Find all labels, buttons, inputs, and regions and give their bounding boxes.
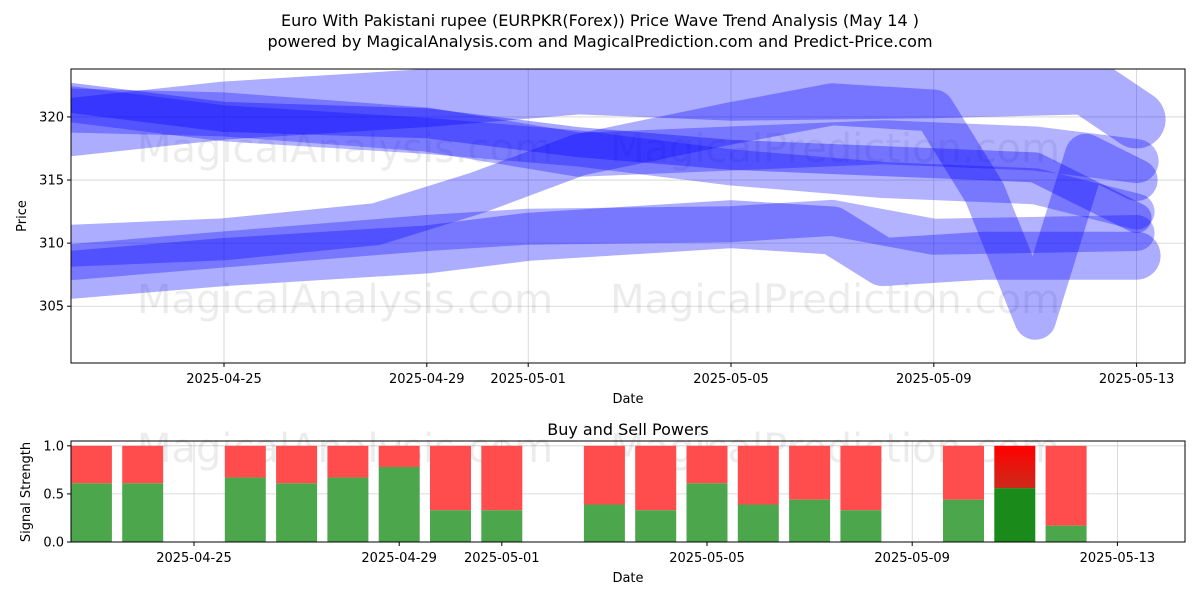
signal-chart: MagicalAnalysis.com MagicalPrediction.co… [19,420,1186,586]
sell-power-bar [1045,445,1087,526]
sell-power-bar [686,445,728,484]
sell-power-bar [378,445,420,467]
chart-title-line2: powered by MagicalAnalysis.com and Magic… [267,32,932,51]
buy-power-bar [122,483,164,542]
buy-power-bar [994,488,1036,542]
signal-x-tick-label: 2025-05-05 [669,551,745,566]
wave-band [71,88,1159,184]
watermark-analysis-top: MagicalAnalysis.com [137,126,553,172]
signal-plot-frame [70,440,1186,543]
wave-band [71,83,1158,340]
sell-power-bar [994,445,1036,489]
signal-x-ticks: 2025-04-25 2025-04-29 2025-05-01 2025-05-05… [156,542,1155,566]
buy-power-bar [840,510,882,542]
watermark-prediction-mid: MagicalPrediction.com [610,277,1060,323]
sell-power-bar [943,445,984,500]
sell-power-bar [789,445,831,500]
price-x-tick-label: 2025-05-09 [896,372,972,387]
price-gridlines [71,69,1185,363]
buy-power-bar [327,477,369,542]
signal-title: Buy and Sell Powers [547,420,709,439]
sell-power-bar [635,445,677,511]
wave-band [71,86,1155,230]
price-chart: MagicalAnalysis.com MagicalPrediction.co… [15,68,1186,407]
buy-power-bar [686,483,728,542]
sell-power-bar [224,445,266,478]
buy-power-bar [943,499,984,542]
signal-y-tick-label: 0.0 [43,536,64,551]
price-y-tick-label: 315 [39,174,64,189]
signal-y-tick-label: 1.0 [43,439,64,454]
watermark-analysis-mid: MagicalAnalysis.com [137,277,553,323]
price-y-tick-label: 320 [39,110,64,125]
price-y-label: Price [15,200,30,232]
price-x-tick-label: 2025-04-29 [389,372,465,387]
buy-power-bar [1045,525,1087,542]
buy-power-bar [481,510,523,542]
sell-power-bar [70,445,112,484]
buy-power-bar [583,504,625,542]
sell-power-bar [276,445,318,484]
sell-power-bar [481,445,523,511]
chart-title-line1: Euro With Pakistani rupee (EURPKR(Forex)… [281,11,919,30]
price-x-tick-label: 2025-05-05 [693,372,769,387]
buy-power-bar [737,504,779,542]
watermark-prediction-top: MagicalPrediction.com [610,126,1060,172]
buy-power-bar [70,483,112,542]
watermark-prediction-bottom: MagicalPrediction.com [610,426,1060,472]
buy-power-bar [635,510,677,542]
sell-power-bar [430,445,471,511]
buy-power-bar [378,466,420,542]
sell-power-bar [840,445,882,511]
wave-band [71,83,1152,233]
price-x-ticks: 2025-04-25 2025-04-29 2025-05-01 2025-05-05… [186,363,1174,387]
price-watermarks: MagicalAnalysis.com MagicalPrediction.co… [137,126,1060,323]
buy-power-bar [224,477,266,542]
signal-y-ticks: 0.0 0.5 1.0 [43,439,71,551]
price-x-label: Date [612,392,643,407]
price-x-tick-label: 2025-04-25 [186,372,262,387]
sell-power-bar [327,445,369,478]
sell-power-bar [737,445,779,505]
signal-y-label: Signal Strength [19,442,34,542]
wave-bands [71,69,1166,340]
wave-band [71,199,1155,281]
buy-power-bar [430,510,471,542]
signal-x-tick-label: 2025-05-09 [874,551,950,566]
sell-power-bar [583,445,625,505]
wave-band [71,69,1166,156]
sell-power-bar [122,445,164,484]
price-y-tick-label: 310 [39,237,64,252]
wave-band [71,200,1161,299]
price-x-tick-label: 2025-05-13 [1099,372,1175,387]
price-y-tick-label: 305 [39,300,64,315]
signal-bars [70,445,1087,542]
buy-power-bar [276,483,318,542]
signal-x-tick-label: 2025-04-25 [156,551,232,566]
buy-power-bar [789,499,831,542]
price-plot-frame [70,68,1186,364]
signal-x-tick-label: 2025-04-29 [361,551,437,566]
signal-x-tick-label: 2025-05-01 [464,551,540,566]
price-y-ticks: 305 310 315 320 [39,110,71,315]
signal-x-label: Date [612,571,643,586]
signal-x-tick-label: 2025-05-13 [1080,551,1156,566]
price-x-tick-label: 2025-05-01 [490,372,566,387]
signal-y-tick-label: 0.5 [43,487,64,502]
